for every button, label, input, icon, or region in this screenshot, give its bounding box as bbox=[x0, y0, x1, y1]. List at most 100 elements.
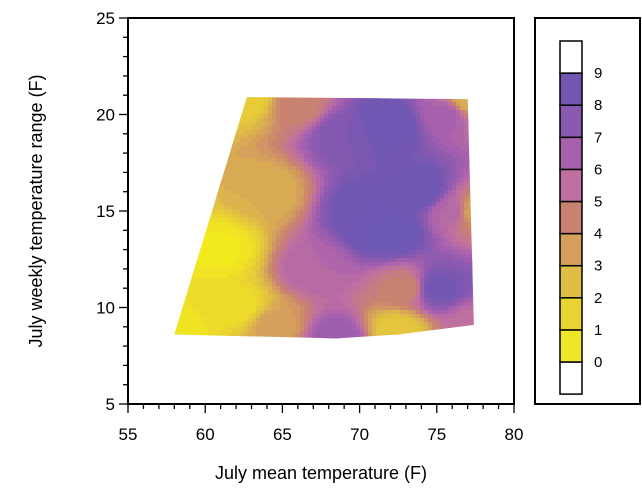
contour-cell bbox=[304, 222, 309, 227]
contour-cell bbox=[424, 194, 429, 199]
contour-cell bbox=[396, 218, 401, 223]
contour-cell bbox=[252, 122, 257, 127]
contour-cell bbox=[412, 190, 417, 195]
contour-cell bbox=[448, 110, 453, 115]
contour-cell bbox=[460, 138, 465, 143]
contour-cell bbox=[272, 142, 277, 147]
contour-cell bbox=[344, 106, 349, 111]
contour-cell bbox=[296, 102, 301, 107]
contour-cell bbox=[268, 98, 273, 103]
contour-cell bbox=[436, 142, 441, 147]
contour-cell bbox=[248, 194, 253, 199]
contour-cell bbox=[344, 98, 349, 103]
contour-cell bbox=[452, 198, 457, 203]
contour-cell bbox=[456, 130, 461, 135]
contour-cell bbox=[372, 126, 377, 131]
contour-cell bbox=[436, 118, 441, 123]
contour-cell bbox=[264, 130, 269, 135]
contour-cell bbox=[404, 142, 409, 147]
contour-cell bbox=[404, 146, 409, 151]
contour-cell bbox=[464, 162, 469, 167]
contour-cell bbox=[256, 102, 261, 107]
contour-cell bbox=[316, 174, 321, 179]
contour-cell bbox=[448, 114, 453, 119]
contour-cell bbox=[244, 106, 249, 111]
contour-cell bbox=[320, 154, 325, 159]
contour-cell bbox=[308, 174, 313, 179]
contour-cell bbox=[348, 198, 353, 203]
contour-cell bbox=[244, 222, 249, 227]
contour-cell bbox=[264, 182, 269, 187]
contour-cell bbox=[372, 186, 377, 191]
contour-cell bbox=[288, 154, 293, 159]
contour-cell bbox=[296, 114, 301, 119]
contour-cell bbox=[272, 146, 277, 151]
contour-cell bbox=[360, 146, 365, 151]
contour-cell bbox=[324, 146, 329, 151]
contour-cell bbox=[400, 166, 405, 171]
contour-cell bbox=[376, 186, 381, 191]
contour-cell bbox=[244, 134, 249, 139]
contour-cell bbox=[248, 150, 253, 155]
contour-cell bbox=[448, 98, 453, 103]
contour-cell bbox=[448, 214, 453, 219]
contour-cell bbox=[372, 182, 377, 187]
contour-cell bbox=[368, 126, 373, 131]
contour-cell bbox=[244, 114, 249, 119]
contour-cell bbox=[264, 110, 269, 115]
contour-cell bbox=[400, 162, 405, 167]
contour-cell bbox=[356, 126, 361, 131]
contour-cell bbox=[236, 146, 241, 151]
contour-cell bbox=[384, 142, 389, 147]
contour-cell bbox=[308, 142, 313, 147]
contour-cell bbox=[464, 178, 469, 183]
contour-cell bbox=[352, 214, 357, 219]
contour-cell bbox=[412, 98, 417, 103]
contour-cell bbox=[260, 210, 265, 215]
contour-cell bbox=[276, 114, 281, 119]
contour-cell bbox=[400, 126, 405, 131]
contour-cell bbox=[272, 162, 277, 167]
contour-cell bbox=[352, 150, 357, 155]
contour-cell bbox=[440, 190, 445, 195]
contour-cell bbox=[256, 222, 261, 227]
contour-cell bbox=[388, 118, 393, 123]
contour-cell bbox=[340, 98, 345, 103]
contour-cell bbox=[228, 194, 233, 199]
contour-cell bbox=[356, 170, 361, 175]
contour-cell bbox=[432, 166, 437, 171]
contour-cell bbox=[420, 114, 425, 119]
contour-cell bbox=[276, 97, 281, 99]
contour-cell bbox=[292, 190, 297, 195]
contour-cell bbox=[404, 118, 409, 123]
contour-cell bbox=[440, 114, 445, 119]
contour-cell bbox=[252, 130, 257, 135]
contour-cell bbox=[324, 182, 329, 187]
contour-cell bbox=[376, 214, 381, 219]
contour-cell bbox=[408, 110, 413, 115]
contour-cell bbox=[320, 166, 325, 171]
contour-cell bbox=[296, 130, 301, 135]
contour-cell bbox=[448, 154, 453, 159]
contour-cell bbox=[324, 134, 329, 139]
contour-cell bbox=[352, 166, 357, 171]
contour-cell bbox=[424, 206, 429, 211]
contour-cell bbox=[384, 206, 389, 211]
contour-cell bbox=[420, 98, 425, 103]
contour-cell bbox=[364, 114, 369, 119]
contour-cell bbox=[256, 122, 261, 127]
contour-cell bbox=[404, 106, 409, 111]
contour-cell bbox=[460, 218, 465, 223]
contour-cell bbox=[252, 186, 257, 191]
contour-cell bbox=[392, 162, 397, 167]
contour-cell bbox=[432, 110, 437, 115]
contour-cell bbox=[240, 218, 245, 223]
contour-cell bbox=[468, 214, 473, 219]
contour-cell bbox=[260, 134, 265, 139]
contour-cell bbox=[336, 210, 341, 215]
contour-cell bbox=[364, 158, 369, 163]
contour-cell bbox=[464, 190, 469, 195]
contour-cell bbox=[340, 190, 345, 195]
contour-cell bbox=[296, 97, 301, 99]
contour-cell bbox=[260, 206, 265, 211]
